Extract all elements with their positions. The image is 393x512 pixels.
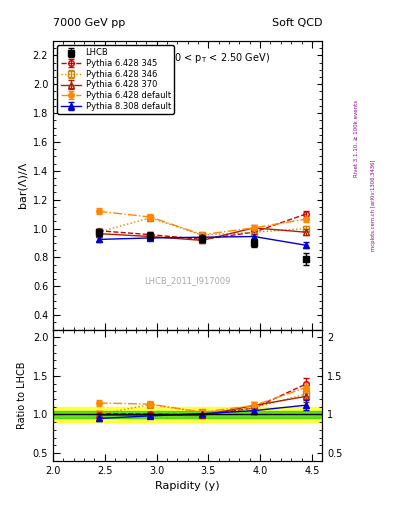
Bar: [53, 411, 322, 418]
Text: Soft QCD: Soft QCD: [272, 18, 322, 28]
Text: 7000 GeV pp: 7000 GeV pp: [53, 18, 125, 28]
X-axis label: Rapidity (y): Rapidity (y): [155, 481, 220, 491]
Text: Rivet 3.1.10, ≥ 100k events: Rivet 3.1.10, ≥ 100k events: [354, 100, 359, 177]
Bar: [53, 407, 322, 422]
Legend: LHCB, Pythia 6.428 345, Pythia 6.428 346, Pythia 6.428 370, Pythia 6.428 default: LHCB, Pythia 6.428 345, Pythia 6.428 346…: [57, 45, 174, 114]
Text: $\bar{\Lambda}/\Lambda$ vs |y| (1.00 < p$_\mathrm{T}$ < 2.50 GeV): $\bar{\Lambda}/\Lambda$ vs |y| (1.00 < p…: [106, 50, 270, 66]
Text: mcplots.cern.ch [arXiv:1306.3436]: mcplots.cern.ch [arXiv:1306.3436]: [371, 159, 376, 250]
Y-axis label: Ratio to LHCB: Ratio to LHCB: [17, 361, 27, 429]
Y-axis label: bar(Λ)/Λ: bar(Λ)/Λ: [17, 162, 27, 208]
Text: LHCB_2011_I917009: LHCB_2011_I917009: [145, 276, 231, 285]
